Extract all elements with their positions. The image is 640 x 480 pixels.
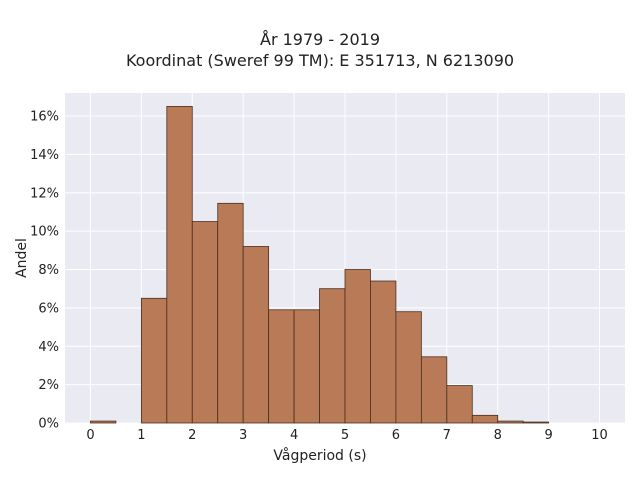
histogram-bar	[420, 356, 448, 424]
y-tick-label: 8%	[38, 263, 59, 278]
y-tick-label: 14%	[30, 148, 59, 163]
y-tick-label: 10%	[30, 225, 59, 240]
y-tick-label: 12%	[30, 186, 59, 201]
histogram-bar	[90, 420, 117, 424]
x-axis-ticks: 0 1 2 3 4 5 6 7 8 9 10	[86, 428, 608, 443]
histogram-bar	[191, 221, 219, 424]
histogram-bar	[522, 421, 550, 424]
y-tick-label: 16%	[30, 110, 59, 125]
histogram-bar	[344, 269, 371, 424]
y-tick-label: 0%	[38, 417, 59, 432]
x-axis-title: Vågperiod (s)	[273, 448, 367, 464]
x-tick-label: 0	[86, 428, 94, 443]
y-tick-label: 6%	[38, 301, 59, 316]
histogram-bar	[217, 202, 244, 424]
y-axis-title: Andel	[14, 238, 30, 278]
x-tick-label: 8	[494, 428, 502, 443]
x-tick-label: 7	[443, 428, 451, 443]
x-tick-label: 3	[239, 428, 247, 443]
histogram-bar	[319, 288, 346, 424]
y-tick-label: 4%	[38, 340, 59, 355]
x-tick-label: 4	[290, 428, 298, 443]
histogram-bars	[90, 106, 550, 424]
y-tick-label: 2%	[38, 378, 59, 393]
histogram-bar	[268, 309, 295, 424]
chart-title-line-2: Koordinat (Sweref 99 TM): E 351713, N 62…	[125, 51, 515, 70]
x-tick-label: 2	[188, 428, 196, 443]
histogram-bar	[471, 414, 499, 424]
histogram-bar	[446, 385, 473, 424]
histogram-bar	[395, 311, 422, 424]
x-tick-label: 5	[341, 428, 349, 443]
histogram-bar	[497, 420, 524, 424]
chart-title-line-1: År 1979 - 2019	[260, 30, 380, 49]
histogram-bar	[370, 280, 397, 424]
x-tick-label: 10	[591, 428, 608, 443]
y-axis-ticks: 0% 2% 4% 6% 8% 10% 12% 14% 16%	[30, 110, 59, 432]
histogram-bar	[293, 309, 320, 424]
x-tick-label: 6	[392, 428, 400, 443]
histogram-bar	[242, 246, 270, 424]
x-tick-label: 1	[137, 428, 145, 443]
x-tick-label: 9	[544, 428, 552, 443]
histogram-bar	[140, 297, 168, 424]
histogram-bar	[166, 106, 193, 424]
